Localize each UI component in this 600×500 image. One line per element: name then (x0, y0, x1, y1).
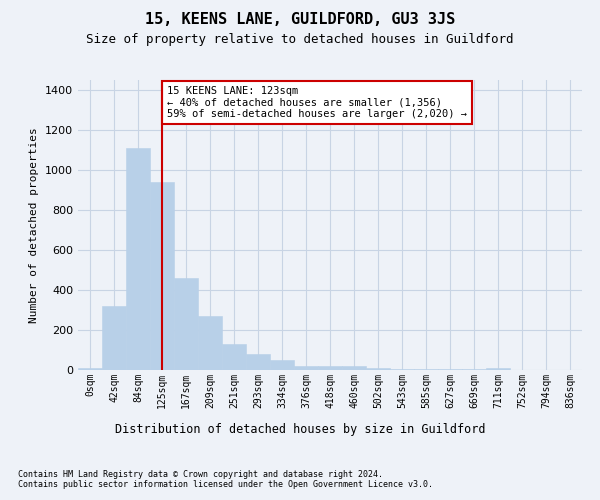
Bar (318, 366, 342, 370)
Text: Distribution of detached houses by size in Guildford: Distribution of detached houses by size … (115, 422, 485, 436)
Bar (246, 354, 270, 370)
Bar (126, 148, 150, 370)
Bar (342, 366, 366, 370)
Bar (390, 369, 414, 370)
Bar (150, 182, 174, 370)
Bar (294, 366, 318, 370)
Text: Contains HM Land Registry data © Crown copyright and database right 2024.: Contains HM Land Registry data © Crown c… (18, 470, 383, 479)
Text: Size of property relative to detached houses in Guildford: Size of property relative to detached ho… (86, 32, 514, 46)
Bar (270, 360, 294, 370)
Bar (414, 369, 438, 370)
Text: 15 KEENS LANE: 123sqm
← 40% of detached houses are smaller (1,356)
59% of semi-d: 15 KEENS LANE: 123sqm ← 40% of detached … (167, 86, 467, 119)
Bar (174, 278, 198, 370)
Bar (366, 368, 390, 370)
Text: 15, KEENS LANE, GUILDFORD, GU3 3JS: 15, KEENS LANE, GUILDFORD, GU3 3JS (145, 12, 455, 28)
Bar (222, 344, 246, 370)
Bar (462, 369, 486, 370)
Y-axis label: Number of detached properties: Number of detached properties (29, 127, 40, 323)
Bar (486, 368, 510, 370)
Bar (198, 316, 222, 370)
Bar (78, 368, 102, 370)
Text: Contains public sector information licensed under the Open Government Licence v3: Contains public sector information licen… (18, 480, 433, 489)
Bar (102, 306, 126, 370)
Bar (438, 369, 462, 370)
